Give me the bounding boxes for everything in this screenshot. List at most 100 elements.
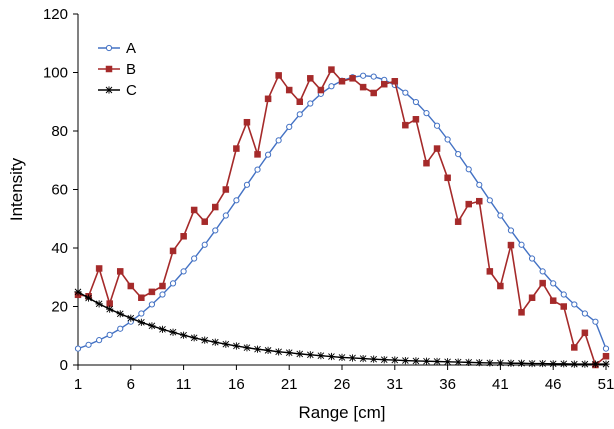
data-point-A	[307, 100, 314, 107]
data-point-B	[285, 86, 293, 94]
x-tick-label: 36	[439, 376, 456, 393]
data-point-A	[476, 181, 483, 188]
data-point-A	[433, 122, 441, 129]
data-point-C	[517, 359, 526, 367]
data-point-A	[497, 212, 504, 219]
data-point-C	[581, 360, 589, 368]
x-tick-label: 11	[176, 376, 192, 393]
data-point-C	[528, 359, 536, 368]
data-point-B	[560, 303, 568, 310]
data-point-A	[370, 73, 377, 80]
data-point-A	[560, 291, 567, 298]
data-point-B	[159, 282, 166, 290]
x-tick-label: 51	[598, 376, 614, 393]
data-point-B	[423, 159, 430, 167]
data-point-B	[275, 72, 282, 79]
y-tick-label: 80	[51, 123, 68, 140]
data-point-A	[117, 325, 124, 332]
data-point-A	[402, 89, 409, 96]
data-point-B	[338, 78, 346, 85]
data-point-B	[380, 80, 388, 88]
data-point-C	[148, 322, 156, 330]
data-point-A	[138, 310, 145, 317]
data-point-A	[528, 255, 536, 262]
data-point-C	[486, 359, 494, 367]
x-tick-label: 16	[228, 376, 245, 393]
data-point-A	[592, 318, 599, 325]
data-point-C	[338, 353, 346, 361]
legend-marker	[105, 44, 113, 52]
data-point-B	[507, 241, 515, 249]
data-point-C	[264, 346, 272, 354]
y-axis-ticks: 0 20 40 60 80 100 120	[43, 6, 78, 374]
data-point-B	[454, 218, 462, 225]
x-tick-label: 31	[386, 376, 403, 393]
data-point-C	[127, 314, 135, 322]
data-point-C	[201, 336, 209, 344]
data-point-C	[285, 349, 293, 357]
data-point-B	[233, 145, 240, 152]
data-point-A	[602, 345, 610, 352]
data-point-B	[444, 174, 451, 182]
data-point-B	[359, 83, 367, 91]
data-point-B	[486, 268, 494, 275]
data-point-A	[264, 151, 272, 158]
data-point-C	[602, 360, 610, 368]
data-point-C	[95, 300, 103, 308]
data-point-C	[306, 351, 314, 359]
data-point-A	[180, 268, 187, 275]
data-point-A	[159, 291, 166, 298]
data-point-C	[327, 352, 336, 361]
data-point-A	[212, 227, 219, 234]
data-point-B	[518, 309, 525, 316]
data-point-A	[455, 151, 462, 158]
data-point-A	[201, 241, 208, 248]
data-point-B	[528, 294, 536, 301]
data-point-B	[571, 344, 578, 351]
data-point-B	[148, 288, 156, 296]
data-point-C	[380, 356, 388, 364]
y-tick-label: 100	[43, 65, 68, 82]
data-point-A	[275, 137, 282, 144]
data-point-A	[423, 110, 430, 117]
data-point-C	[370, 355, 378, 363]
data-point-A	[222, 212, 229, 219]
data-point-B	[127, 282, 135, 290]
data-point-C	[433, 357, 441, 366]
y-axis-title: Intensity	[7, 157, 26, 221]
data-point-C	[190, 334, 198, 342]
data-point-B	[497, 282, 504, 290]
data-point-C	[591, 360, 600, 368]
data-point-C	[211, 338, 219, 346]
data-point-B	[296, 98, 304, 105]
x-tick-label: 26	[334, 376, 351, 393]
data-point-C	[74, 288, 82, 296]
data-point-B	[222, 186, 230, 193]
data-point-B	[212, 203, 219, 211]
data-point-C	[412, 357, 420, 365]
data-point-C	[222, 340, 230, 348]
legend-marker	[105, 86, 113, 94]
data-point-A	[296, 111, 303, 118]
data-point-A	[148, 301, 156, 308]
series-B	[74, 66, 610, 369]
data-point-C	[317, 352, 325, 360]
legend-label: C	[126, 82, 137, 99]
data-point-A	[254, 166, 261, 173]
data-point-C	[253, 345, 262, 353]
data-point-C	[507, 359, 515, 367]
data-point-B	[539, 279, 546, 287]
y-tick-label: 20	[51, 299, 68, 316]
data-point-B	[391, 78, 399, 85]
data-point-C	[243, 344, 251, 352]
x-axis-ticks: 1 6 11 16 21 26 31 36 41 46 51	[74, 365, 614, 393]
x-tick-label: 1	[74, 376, 82, 393]
legend-item-A: A	[98, 40, 136, 57]
x-axis-title: Range [cm]	[299, 403, 386, 422]
data-point-A	[85, 341, 92, 348]
data-point-A	[486, 197, 493, 204]
x-tick-label: 21	[281, 376, 298, 393]
data-point-B	[370, 89, 377, 97]
